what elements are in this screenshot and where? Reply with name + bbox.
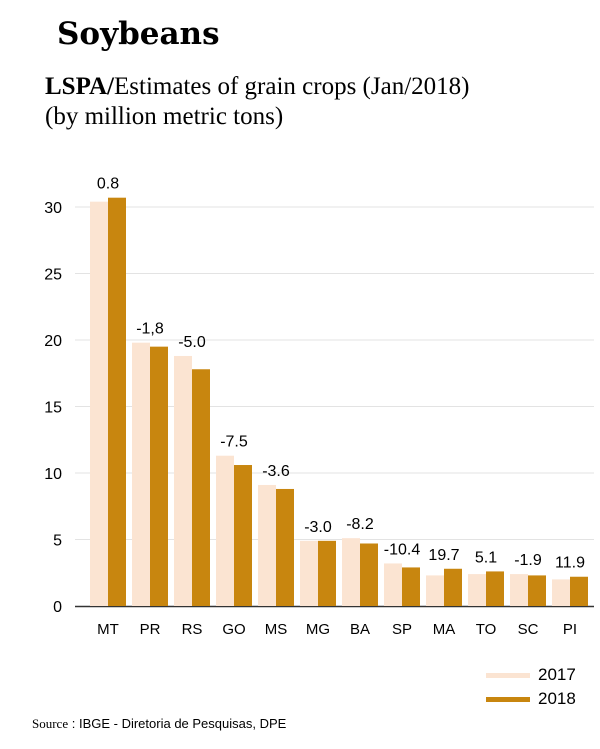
legend-item-2017: 2017 <box>486 664 576 686</box>
data-label-TO: 5.1 <box>475 549 497 566</box>
x-tick-label-MG: MG <box>306 621 330 638</box>
data-label-BA: -8.2 <box>346 516 374 533</box>
legend-label-2018: 2018 <box>538 689 576 708</box>
x-tick-label-MS: MS <box>265 621 288 638</box>
y-tick-label-5: 5 <box>53 533 62 550</box>
bar-2018-BA <box>360 543 378 606</box>
y-tick-label-30: 30 <box>44 200 62 217</box>
subtitle-line-1: LSPA/Estimates of grain crops (Jan/2018) <box>45 72 469 102</box>
bar-2018-RS <box>192 369 210 606</box>
data-label-GO: -7.5 <box>220 434 248 451</box>
chart-title: Soybeans <box>57 16 220 52</box>
legend-swatch-2018 <box>486 696 530 702</box>
source-label: Source <box>32 716 69 731</box>
data-label-PR: -1,8 <box>136 321 164 338</box>
legend-item-2018: 2018 <box>486 688 576 710</box>
x-tick-label-MA: MA <box>433 621 456 638</box>
bar-2018-GO <box>234 465 252 606</box>
y-tick-label-20: 20 <box>44 333 62 350</box>
y-tick-label-0: 0 <box>53 599 62 616</box>
chart-subtitle: LSPA/Estimates of grain crops (Jan/2018)… <box>45 72 469 132</box>
subtitle-rest: Estimates of grain crops (Jan/2018) <box>114 73 470 100</box>
bar-2017-SP <box>384 563 402 606</box>
y-tick-label-15: 15 <box>44 400 62 417</box>
x-tick-label-GO: GO <box>222 621 245 638</box>
x-tick-label-RS: RS <box>182 621 203 638</box>
bar-2017-TO <box>468 574 486 606</box>
bar-2018-SP <box>402 567 420 606</box>
data-label-MA: 19.7 <box>428 547 459 564</box>
bar-2017-SC <box>510 574 528 606</box>
data-label-SP: -10.4 <box>384 541 421 558</box>
subtitle-line-2: (by million metric tons) <box>45 103 284 130</box>
bar-2018-PR <box>150 346 168 606</box>
bar-2017-MA <box>426 575 444 606</box>
x-tick-label-PR: PR <box>140 621 161 638</box>
bar-2018-MT <box>108 197 126 606</box>
bar-2017-BA <box>342 538 360 606</box>
bar-2017-PR <box>132 342 150 606</box>
bar-2017-GO <box>216 455 234 606</box>
data-label-RS: -5.0 <box>178 334 206 351</box>
y-tick-label-25: 25 <box>44 267 62 284</box>
data-label-MG: -3.0 <box>304 519 332 536</box>
x-tick-label-SP: SP <box>392 621 412 638</box>
data-label-PI: 11.9 <box>555 555 585 572</box>
x-tick-label-PI: PI <box>563 621 577 638</box>
data-label-MS: -3.6 <box>262 463 290 480</box>
bar-2018-PI <box>570 576 588 606</box>
y-tick-label-10: 10 <box>44 466 62 483</box>
data-label-SC: -1.9 <box>514 552 542 569</box>
bar-2018-MG <box>318 540 336 606</box>
bar-2017-MG <box>300 540 318 606</box>
bar-2017-MT <box>90 201 108 606</box>
bar-2018-TO <box>486 571 504 606</box>
subtitle-bold: LSPA/ <box>45 73 114 100</box>
source-note: Source : IBGE - Diretoria de Pesquisas, … <box>32 716 286 732</box>
x-tick-label-SC: SC <box>518 621 539 638</box>
chart-legend: 2017 2018 <box>486 664 576 712</box>
bar-2018-MS <box>276 488 294 606</box>
bar-2017-PI <box>552 579 570 606</box>
legend-label-2017: 2017 <box>538 665 576 684</box>
legend-swatch-2017 <box>486 672 530 678</box>
bar-2017-MS <box>258 484 276 606</box>
bar-2017-RS <box>174 355 192 606</box>
x-tick-label-MT: MT <box>97 621 119 638</box>
data-label-MT: 0.8 <box>97 176 119 193</box>
x-tick-label-TO: TO <box>476 621 497 638</box>
bar-2018-SC <box>528 575 546 606</box>
bar-2018-MA <box>444 568 462 606</box>
source-text: : IBGE - Diretoria de Pesquisas, DPE <box>71 716 287 731</box>
x-tick-label-BA: BA <box>350 621 370 638</box>
